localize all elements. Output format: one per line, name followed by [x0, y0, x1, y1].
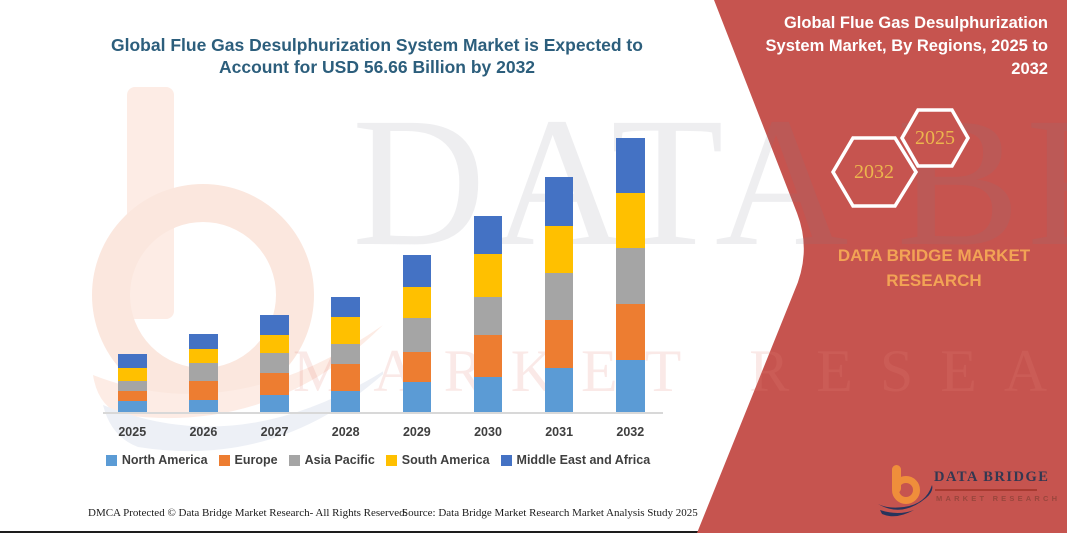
panel-title-line2: System Market, By Regions, 2025 to — [765, 37, 1048, 55]
chart-headline: Global Flue Gas Desulphurization System … — [97, 34, 657, 78]
segment-north-america — [616, 359, 645, 413]
x-axis-line — [103, 412, 663, 414]
legend-item-south-america: South America — [385, 453, 490, 467]
segment-asia-pacific — [544, 272, 574, 320]
legend-label: Europe — [234, 453, 278, 467]
legend-item-middle-east-and-africa: Middle East and Africa — [500, 453, 651, 467]
segment-middle-east-and-africa — [544, 177, 574, 226]
x-axis-label-2029: 2029 — [402, 425, 431, 439]
chart-headline-line2: Account for USD 56.66 Billion by 2032 — [218, 57, 536, 77]
segment-asia-pacific — [260, 352, 289, 373]
legend-label: Middle East and Africa — [516, 453, 651, 467]
hexagon-2032 — [830, 136, 919, 208]
segment-europe — [544, 319, 574, 368]
x-axis-label-2031: 2031 — [545, 425, 574, 439]
hexagon-2025-year: 2025 — [915, 127, 955, 149]
hexagon-2032-year: 2032 — [854, 161, 894, 183]
segment-middle-east-and-africa — [331, 296, 360, 318]
legend-swatch — [288, 454, 300, 466]
watermark-logo-b — [92, 87, 383, 452]
stacked-bar-2029 — [402, 254, 432, 413]
segment-europe — [260, 372, 289, 395]
stacked-bar-2032 — [616, 138, 645, 413]
segment-north-america — [473, 377, 503, 413]
stacked-bar-2027 — [260, 314, 289, 413]
segment-middle-east-and-africa — [118, 353, 147, 368]
segment-europe — [616, 303, 645, 360]
panel-title-line3: 2032 — [1011, 60, 1048, 78]
segment-europe — [118, 391, 147, 402]
legend-item-north-america: North America — [105, 453, 208, 467]
segment-middle-east-and-africa — [473, 216, 503, 254]
legend-label: Asia Pacific — [304, 453, 375, 467]
segment-asia-pacific — [616, 248, 645, 304]
panel-brand-text: DATA BRIDGE MARKET RESEARCH — [837, 246, 1031, 290]
legend-swatch — [218, 454, 230, 466]
segment-south-america — [331, 317, 360, 345]
stacked-bar-2030 — [473, 216, 503, 413]
segment-middle-east-and-africa — [189, 334, 218, 349]
x-axis-label-2028: 2028 — [331, 425, 360, 439]
data-bridge-logo-icon — [878, 465, 933, 517]
segment-south-america — [544, 225, 574, 273]
panel-title: Global Flue Gas Desulphurization System … — [745, 12, 1048, 81]
x-axis-label-2025: 2025 — [118, 425, 147, 439]
segment-north-america — [331, 391, 360, 413]
segment-south-america — [616, 193, 645, 249]
legend-item-europe: Europe — [218, 453, 278, 467]
segment-south-america — [260, 334, 289, 353]
segment-asia-pacific — [331, 344, 360, 365]
segment-asia-pacific — [189, 362, 218, 382]
legend-label: North America — [121, 453, 208, 467]
segment-asia-pacific — [402, 317, 432, 353]
x-axis-label-2032: 2032 — [616, 425, 645, 439]
segment-asia-pacific — [473, 297, 503, 336]
segment-south-america — [118, 367, 147, 381]
legend-swatch — [500, 454, 512, 466]
legend-swatch — [385, 454, 397, 466]
segment-middle-east-and-africa — [260, 314, 289, 335]
legend-swatch — [105, 454, 117, 466]
segment-middle-east-and-africa — [402, 254, 432, 288]
chart-legend: North America Europe Asia Pacific South Ame… — [78, 453, 678, 467]
stacked-bar-2025 — [118, 353, 147, 413]
x-axis-label-2030: 2030 — [474, 425, 502, 439]
segment-north-america — [402, 382, 432, 413]
footer-dmca-text: DMCA Protected © Data Bridge Market Rese… — [88, 507, 408, 519]
footer-source-text: Source: Data Bridge Market Research Mark… — [402, 507, 698, 519]
logo-wordmark: DATA BRIDGE — [934, 469, 1050, 485]
segment-north-america — [118, 401, 147, 413]
segment-europe — [473, 335, 503, 378]
segment-middle-east-and-africa — [616, 138, 645, 194]
segment-north-america — [189, 400, 218, 413]
chart-headline-line1: Global Flue Gas Desulphurization System … — [111, 35, 643, 55]
segment-asia-pacific — [118, 380, 147, 392]
legend-item-asia-pacific: Asia Pacific — [288, 453, 375, 467]
logo-subtitle: MARKET RESEARCH — [936, 494, 1061, 503]
segment-europe — [189, 381, 218, 401]
bottom-border-line — [0, 531, 1067, 533]
segment-north-america — [260, 394, 289, 413]
segment-north-america — [544, 367, 574, 413]
legend-label: South America — [401, 453, 490, 467]
stacked-bar-2028 — [331, 296, 360, 413]
logo-underline — [935, 489, 1037, 491]
segment-south-america — [402, 287, 432, 318]
segment-europe — [402, 352, 432, 383]
panel-title-line1: Global Flue Gas Desulphurization — [783, 14, 1048, 32]
stacked-bar-2031 — [544, 177, 574, 413]
x-axis-label-2027: 2027 — [260, 425, 289, 439]
segment-south-america — [473, 253, 503, 298]
hexagon-2025 — [899, 108, 971, 168]
segment-south-america — [189, 348, 218, 363]
x-axis-label-2026: 2026 — [189, 425, 218, 439]
data-bridge-logo: DATA BRIDGE MARKET RESEARCH — [876, 452, 1066, 524]
segment-europe — [331, 364, 360, 392]
stacked-bar-2026 — [189, 334, 218, 413]
year-hexagons: 2032 2025 — [830, 108, 971, 208]
